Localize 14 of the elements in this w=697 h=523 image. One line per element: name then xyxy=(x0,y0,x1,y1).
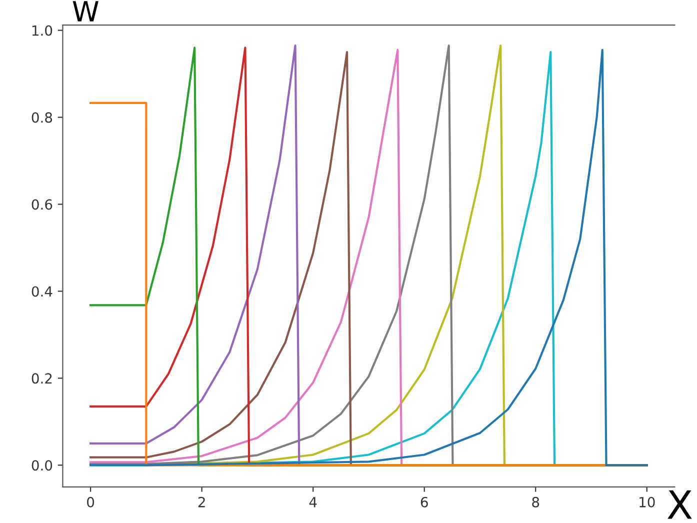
x-axis-title: X xyxy=(668,490,692,519)
x-tick-label: 0 xyxy=(87,496,94,508)
y-axis-title: W xyxy=(72,1,98,22)
y-tick-label: 0.6 xyxy=(32,199,52,210)
x-tick-label: 6 xyxy=(420,496,428,508)
y-tick-label: 0.0 xyxy=(32,460,52,471)
y-tick-label: 0.2 xyxy=(32,373,52,384)
x-tick-label: 4 xyxy=(309,497,317,508)
y-tick-label: 0.4 xyxy=(32,286,52,297)
y-tick-label: 0.8 xyxy=(32,112,52,123)
y-tick-label: 1.0 xyxy=(32,25,52,36)
x-tick-label: 8 xyxy=(532,496,540,508)
x-tick-label: 10 xyxy=(640,496,655,508)
x-tick-label: 2 xyxy=(198,496,205,508)
